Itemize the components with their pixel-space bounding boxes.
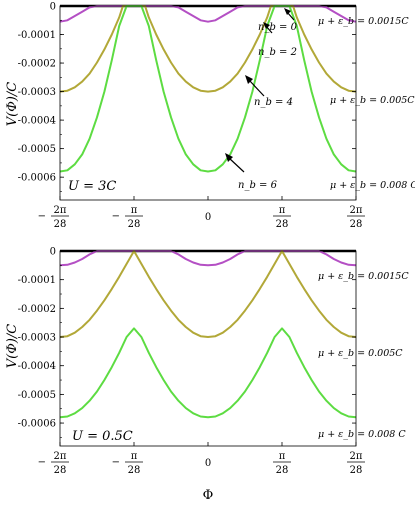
top-series-label-1: μ + ε_b = 0.0015C [318,16,409,27]
series-line-2 [59,250,357,338]
bottom-series-label-1: μ + ε_b = 0.0015C [318,271,409,282]
y-tick-label: -0.0006 [18,419,56,430]
x-tick-numerator: π [279,451,286,462]
x-tick-minus: − [38,211,46,222]
top-series-label-2: μ + ε_b = 0.005C [330,95,415,106]
x-tick-numerator: 2π [54,205,67,216]
x-tick-denominator: 28 [54,465,67,476]
panel-top: 0 -0.0001 -0.0002 -0.0003 -0.0004 -0.0005 -0.0… [5,2,415,231]
panel-bottom: 0 -0.0001 -0.0002 -0.0003 -0.0004 -0.0005 -0.0… [5,247,409,504]
annotation-nb6-text: n_b = 6 [238,180,278,191]
bottom-y-axis: 0 -0.0001 -0.0002 -0.0003 -0.0004 -0.0005 -0.0… [18,247,356,438]
x-tick-minus: − [38,457,46,468]
y-tick-label: -0.0001 [18,30,56,41]
y-tick-label: -0.0001 [18,275,56,286]
bottom-panel-label: U = 0.5C [72,429,133,444]
x-tick-numerator: π [279,205,286,216]
x-tick-denominator: 28 [350,219,363,230]
top-y-axis-label: V(Φ)/C [5,82,20,127]
annotation-nb6: n_b = 6 [225,153,278,191]
y-tick-label: -0.0005 [18,144,56,155]
y-tick-label: -0.0004 [18,116,56,127]
arrow-nb4 [248,79,265,97]
y-tick-label: -0.0003 [18,333,56,344]
x-tick-numerator: 2π [350,205,363,216]
series-line-3 [59,327,357,419]
arrowhead-nb4 [245,75,253,84]
x-tick-label: π 28 [273,451,291,476]
x-tick-numerator: π [131,205,138,216]
series-line-1 [59,5,357,23]
x-tick-denominator: 28 [276,465,289,476]
y-tick-label: 0 [50,2,56,13]
x-tick-denominator: 28 [276,219,289,230]
x-tick-label: −π 28 [112,451,143,476]
x-tick-label: −π 28 [112,205,143,230]
top-series-label-3: μ + ε_b = 0.008 C [330,180,415,191]
x-tick-value: 0 [205,458,211,469]
x-tick-minus: − [112,457,120,468]
annotation-nb4-text: n_b = 4 [254,97,293,108]
top-panel-label: U = 3C [68,179,116,194]
x-tick-label: 0 [205,212,211,223]
y-tick-label: -0.0005 [18,390,56,401]
y-tick-label: -0.0006 [18,173,56,184]
x-tick-numerator: 2π [54,451,67,462]
x-tick-denominator: 28 [128,465,141,476]
series-line-3 [59,5,357,173]
top-plot-area [59,4,357,173]
x-tick-label: π 28 [273,205,291,230]
x-tick-denominator: 28 [54,219,67,230]
x-tick-value: 0 [205,212,211,223]
annotation-nb0: n_b = 0 [258,8,298,33]
arrowhead-nb6 [225,153,233,162]
x-tick-label: 0 [205,458,211,469]
y-tick-label: -0.0002 [18,59,56,70]
bottom-y-axis-label: V(Φ)/C [5,324,20,369]
x-tick-numerator: 2π [350,451,363,462]
annotation-nb0-text: n_b = 0 [258,22,298,33]
x-tick-minus: − [112,211,120,222]
annotation-nb2: n_b = 2 [258,22,297,58]
y-tick-label: -0.0003 [18,87,56,98]
x-tick-denominator: 28 [350,465,363,476]
top-y-axis: 0 -0.0001 -0.0002 -0.0003 -0.0004 -0.0005 -0.0… [18,2,356,192]
x-tick-denominator: 28 [128,219,141,230]
bottom-x-axis-label: Φ [203,488,214,503]
x-tick-label: −2π 28 [38,205,69,230]
annotation-nb2-text: n_b = 2 [258,47,297,58]
series-line-2 [59,5,357,93]
x-tick-numerator: π [131,451,138,462]
arrowhead-nb0 [284,8,291,15]
arrow-nb6 [228,157,245,173]
x-tick-label: −2π 28 [38,451,69,476]
y-tick-label: -0.0002 [18,304,56,315]
bottom-series-label-2: μ + ε_b = 0.005C [318,348,403,359]
annotation-nb4: n_b = 4 [245,75,293,108]
bottom-plot-area [59,249,357,419]
arrowhead-nb2 [263,22,270,29]
y-tick-label: -0.0004 [18,361,56,372]
series-line-1 [59,250,357,267]
y-tick-label: 0 [50,247,56,258]
bottom-series-label-3: μ + ε_b = 0.008 C [318,429,406,440]
